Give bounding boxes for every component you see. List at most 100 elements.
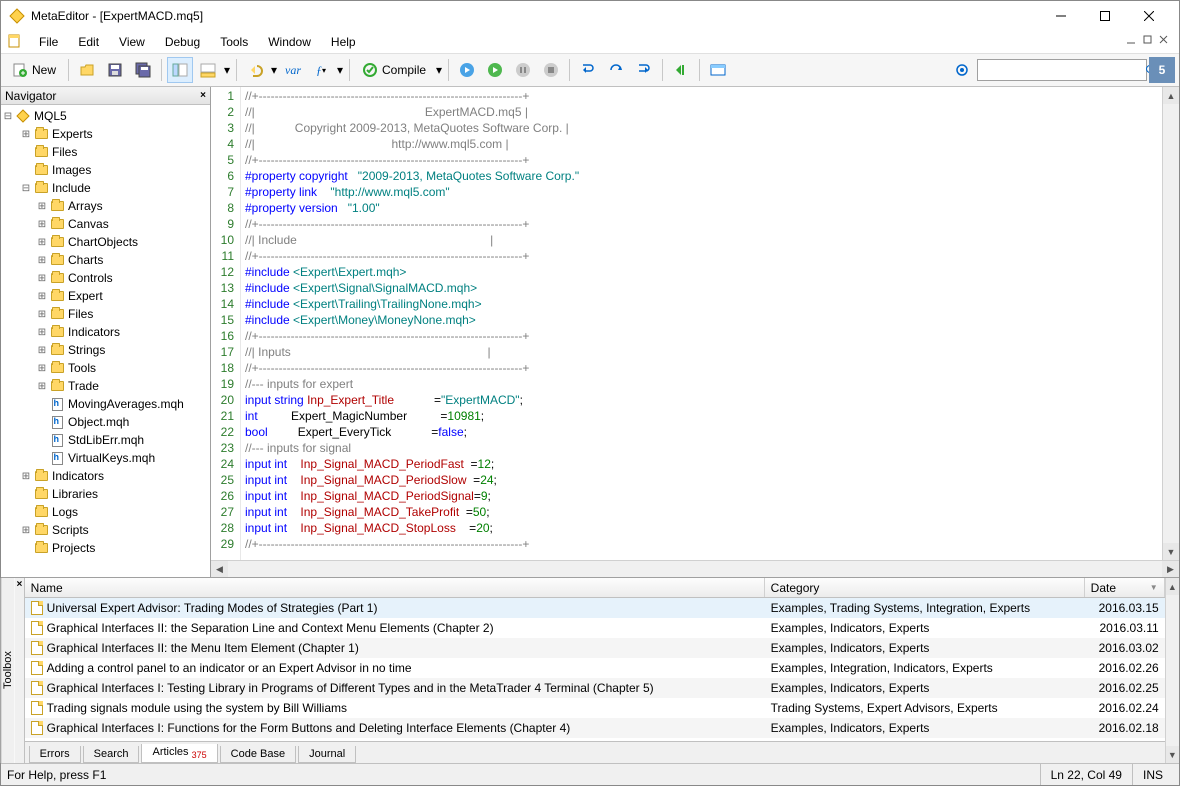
undo-button[interactable] (242, 57, 268, 83)
tree-item[interactable]: ⊞Expert (1, 287, 210, 305)
compile-button[interactable]: Compile (355, 57, 433, 83)
tab-journal[interactable]: Journal (298, 746, 356, 763)
tree-item[interactable]: ⊞Tools (1, 359, 210, 377)
scroll-down-icon[interactable]: ▼ (1166, 746, 1179, 763)
tree-item[interactable]: ⊞Indicators (1, 323, 210, 341)
stop-button[interactable] (538, 57, 564, 83)
search-input[interactable] (978, 63, 1141, 77)
scroll-up-icon[interactable]: ▲ (1166, 578, 1179, 595)
toolbox-close-icon[interactable]: × (17, 579, 23, 590)
step-over-button[interactable] (603, 57, 629, 83)
tree-item[interactable]: ⊞Trade (1, 377, 210, 395)
new-button[interactable]: New (5, 57, 63, 83)
tree-item[interactable]: ⊞Scripts (1, 521, 210, 539)
list-item[interactable]: Graphical Interfaces II: the Separation … (25, 618, 1165, 638)
breakpoint-button[interactable] (668, 57, 694, 83)
tree-item[interactable]: Logs (1, 503, 210, 521)
svg-text:5: 5 (1159, 63, 1166, 77)
menu-view[interactable]: View (109, 33, 155, 51)
tree-item[interactable]: ⊞Canvas (1, 215, 210, 233)
step-into-button[interactable] (575, 57, 601, 83)
column-header[interactable]: Name (25, 578, 765, 597)
list-item[interactable]: Graphical Interfaces I: Testing Library … (25, 678, 1165, 698)
maximize-button[interactable] (1083, 2, 1127, 30)
tab-search[interactable]: Search (83, 746, 140, 763)
mdi-minimize-icon[interactable] (1127, 35, 1141, 49)
terminal-button[interactable] (705, 57, 731, 83)
menu-tools[interactable]: Tools (210, 33, 258, 51)
toolbox-header[interactable]: NameCategoryDate ▼ (25, 578, 1165, 598)
pause-button[interactable] (510, 57, 536, 83)
settings-button[interactable] (949, 57, 975, 83)
tree-item[interactable]: ⊟Include (1, 179, 210, 197)
list-item[interactable]: Graphical Interfaces II: the Menu Item E… (25, 638, 1165, 658)
view-toolbox-button[interactable] (195, 57, 221, 83)
tree-root[interactable]: ⊟MQL5 (1, 107, 210, 125)
tree-item[interactable]: MovingAverages.mqh (1, 395, 210, 413)
tree-item[interactable]: StdLibErr.mqh (1, 431, 210, 449)
tree-item[interactable]: Libraries (1, 485, 210, 503)
tree-item[interactable]: ⊞Strings (1, 341, 210, 359)
scroll-down-icon[interactable]: ▼ (1163, 543, 1179, 560)
tree-item[interactable]: ⊞Experts (1, 125, 210, 143)
tree-item[interactable]: ⊞Indicators (1, 467, 210, 485)
undo-dropdown[interactable]: ▾ (270, 63, 278, 77)
scroll-up-icon[interactable]: ▲ (1163, 87, 1179, 104)
save-button[interactable] (102, 57, 128, 83)
tree-item[interactable]: ⊞Controls (1, 269, 210, 287)
tab-errors[interactable]: Errors (29, 746, 81, 763)
vertical-scrollbar[interactable]: ▲ ▼ (1162, 87, 1179, 560)
tab-articles[interactable]: Articles 375 (141, 744, 217, 763)
scroll-left-icon[interactable]: ◀ (211, 561, 228, 578)
view-navigator-button[interactable] (167, 57, 193, 83)
column-header[interactable]: Category (765, 578, 1085, 597)
view-dropdown[interactable]: ▾ (223, 63, 231, 77)
tree-item[interactable]: Images (1, 161, 210, 179)
tree-item[interactable]: ⊞Charts (1, 251, 210, 269)
function-button[interactable]: ƒ▾ (308, 57, 334, 83)
open-button[interactable] (74, 57, 100, 83)
menu-edit[interactable]: Edit (68, 33, 109, 51)
run-button[interactable] (482, 57, 508, 83)
tree-item[interactable]: ⊞ChartObjects (1, 233, 210, 251)
toolbar: New ▾ ▾ var ƒ▾ ▾ Compile ▾ 5 (1, 53, 1179, 87)
toolbox-rows[interactable]: Universal Expert Advisor: Trading Modes … (25, 598, 1165, 741)
menu-help[interactable]: Help (321, 33, 366, 51)
list-item[interactable]: Universal Expert Advisor: Trading Modes … (25, 598, 1165, 618)
list-item[interactable]: Graphical Interfaces I: Functions for th… (25, 718, 1165, 738)
toolbox-close-strip: × (15, 578, 25, 763)
mdi-restore-icon[interactable] (1143, 35, 1157, 49)
tree-item[interactable]: ⊞Files (1, 305, 210, 323)
debug-start-button[interactable] (454, 57, 480, 83)
column-header[interactable]: Date ▼ (1085, 578, 1165, 597)
list-item[interactable]: Trading signals module using the system … (25, 698, 1165, 718)
var-button[interactable]: var (280, 57, 306, 83)
search-box[interactable] (977, 59, 1147, 81)
community-button[interactable]: 5 (1149, 57, 1175, 83)
menu-window[interactable]: Window (258, 33, 321, 51)
navigator-close-icon[interactable]: × (200, 90, 206, 101)
scroll-right-icon[interactable]: ▶ (1162, 561, 1179, 578)
close-button[interactable] (1127, 2, 1171, 30)
menu-debug[interactable]: Debug (155, 33, 210, 51)
toolbox-panel: Toolbox × NameCategoryDate ▼ Universal E… (1, 577, 1179, 763)
tree-item[interactable]: ⊞Arrays (1, 197, 210, 215)
menu-file[interactable]: File (29, 33, 68, 51)
mdi-close-icon[interactable] (1159, 35, 1173, 49)
list-item[interactable]: Adding a control panel to an indicator o… (25, 658, 1165, 678)
step-out-button[interactable] (631, 57, 657, 83)
function-dropdown[interactable]: ▾ (336, 63, 344, 77)
tree-item[interactable]: Files (1, 143, 210, 161)
navigator-tree[interactable]: ⊟MQL5⊞ExpertsFilesImages⊟Include⊞Arrays⊞… (1, 105, 210, 577)
tree-item[interactable]: VirtualKeys.mqh (1, 449, 210, 467)
tree-item[interactable]: Object.mqh (1, 413, 210, 431)
toolbox-scrollbar[interactable]: ▲ ▼ (1165, 578, 1179, 763)
code-area[interactable]: //+-------------------------------------… (241, 87, 1162, 560)
save-all-button[interactable] (130, 57, 156, 83)
minimize-button[interactable] (1039, 2, 1083, 30)
tree-item[interactable]: Projects (1, 539, 210, 557)
compile-dropdown[interactable]: ▾ (435, 63, 443, 77)
navigator-header: Navigator × (1, 87, 210, 105)
tab-code-base[interactable]: Code Base (220, 746, 296, 763)
horizontal-scrollbar[interactable]: ◀ ▶ (211, 560, 1179, 577)
